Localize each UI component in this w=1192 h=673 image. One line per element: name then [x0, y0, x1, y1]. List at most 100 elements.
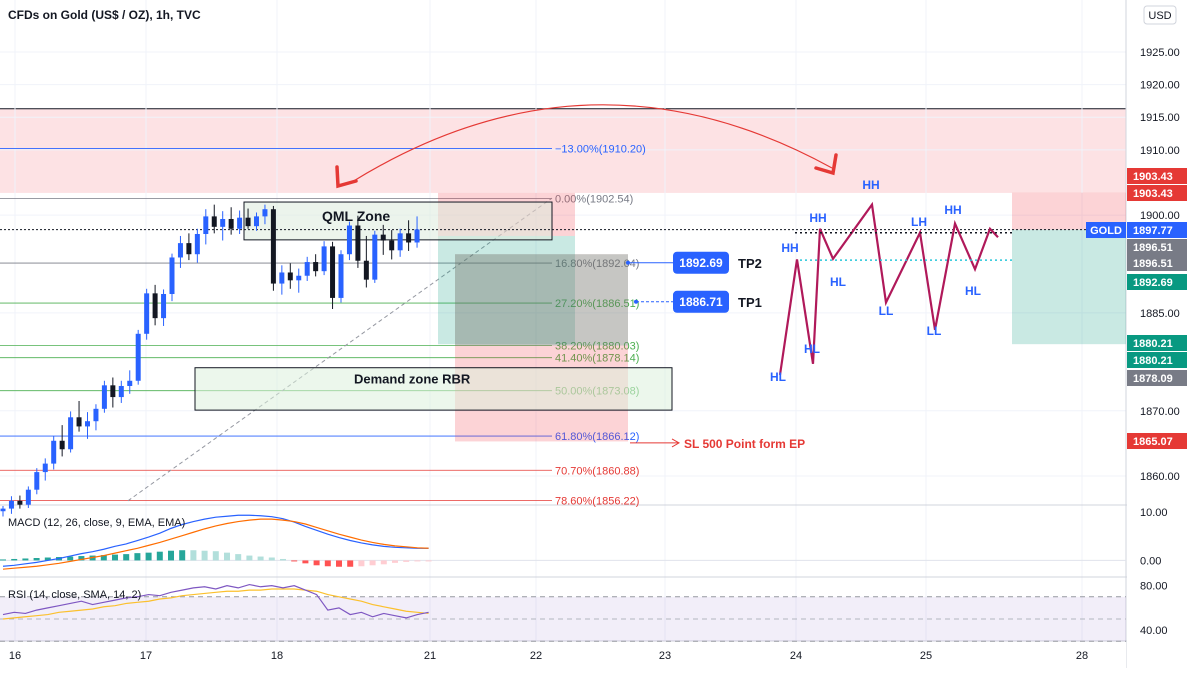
- candle-body-10: [85, 421, 90, 427]
- price-label-0: 1903.43: [1133, 171, 1173, 183]
- macd-histogram-bar-17: [190, 550, 197, 561]
- candle-body-29: [245, 217, 251, 227]
- candle-body-40: [338, 254, 344, 298]
- macd-histogram-bar-2: [22, 558, 29, 561]
- time-tick-2: 18: [271, 650, 283, 662]
- candle-body-17: [144, 293, 150, 334]
- macd-line: [2, 514, 429, 567]
- time-tick-4: 22: [530, 650, 542, 662]
- tp1-marker[interactable]: 1886.71 TP1: [673, 290, 762, 313]
- candle-body-48: [406, 233, 412, 243]
- macd-histogram-bar-26: [291, 560, 298, 562]
- macd-histogram-bar-7: [78, 556, 85, 561]
- price-tick-1: 1920.00: [1140, 80, 1180, 92]
- candle-body-39: [330, 246, 336, 298]
- candle-body-6: [51, 440, 57, 464]
- fib-label-0: −13.00%(1910.20): [555, 144, 646, 156]
- red-arrow-right-icon: [814, 153, 838, 176]
- candle-body-21: [177, 243, 183, 258]
- price-tick-6: 1870.00: [1140, 406, 1180, 418]
- price-label-8: 1880.21: [1133, 355, 1173, 367]
- currency-badge[interactable]: [1143, 5, 1177, 25]
- macd-signal-line: [2, 518, 429, 570]
- candle-body-37: [313, 262, 319, 272]
- tp2-label: TP2: [738, 256, 762, 271]
- candle-body-15: [127, 380, 133, 386]
- fib-label-3: 27.20%(1886.51): [555, 298, 639, 310]
- tp1-value: 1886.71: [679, 295, 723, 309]
- candle-body-0: [0, 508, 6, 512]
- macd-histogram-bar-28: [313, 560, 320, 566]
- tp1-label: TP1: [738, 295, 762, 310]
- rsi-label: RSI (14, close, SMA, 14, 2): [8, 589, 141, 601]
- tp1-connector-dot: [634, 299, 638, 304]
- position-1-target-zone: [438, 235, 575, 345]
- candle-body-12: [101, 385, 107, 409]
- macd-histogram-bar-13: [145, 552, 152, 561]
- fibonacci-layer: −13.00%(1910.20) 0.00%(1902.54) 16.80%(189…: [0, 144, 646, 508]
- candle-body-38: [321, 246, 327, 272]
- swing-label-7: LH: [911, 215, 927, 229]
- price-label-1: 1903.43: [1133, 188, 1173, 200]
- demand-zone-box[interactable]: [194, 367, 673, 411]
- price-label-3: 1897.77: [1133, 225, 1173, 237]
- sl-note: SL 500 Point form EP: [684, 437, 805, 451]
- price-label-4: 1896.51: [1133, 242, 1173, 254]
- macd-histogram-bar-24: [268, 557, 275, 561]
- macd-histogram-bar-19: [212, 551, 219, 561]
- fib-label-4: 38.20%(1880.03): [555, 340, 639, 352]
- price-tick-2: 1915.00: [1140, 112, 1180, 124]
- macd-histogram-bar-33: [369, 560, 376, 566]
- macd-histogram-bar-18: [201, 550, 208, 561]
- macd-histogram-bar-27: [302, 560, 309, 564]
- tp2-connector-dot: [626, 260, 630, 265]
- macd-histogram-bar-11: [123, 554, 130, 561]
- fib-label-7: 61.80%(1866.12): [555, 431, 639, 443]
- price-axis-bg: [1127, 0, 1192, 668]
- swing-label-8: LL: [927, 324, 942, 338]
- candle-body-41: [346, 225, 352, 255]
- tp1-value-box: [673, 290, 729, 313]
- candle-body-7: [59, 440, 65, 450]
- price-label-bg-8: [1127, 352, 1187, 368]
- price-label-7: 1880.21: [1133, 338, 1173, 350]
- projection-arc-arrow: [351, 104, 833, 183]
- candle-body-2: [17, 500, 23, 505]
- macd-histogram-bar-37: [414, 560, 421, 562]
- candle-body-30: [254, 216, 259, 227]
- macd-histogram-bar-3: [33, 558, 40, 561]
- price-label-9: 1878.09: [1133, 373, 1173, 385]
- symbol-tag-bg: [1086, 222, 1126, 238]
- candle-body-24: [203, 216, 209, 234]
- macd-tick-1: 0.00: [1140, 555, 1161, 567]
- drawings-layer: HL HH HL HH HL HH LL LH LL HH HL: [335, 104, 1012, 448]
- macd-histogram-bar-15: [168, 550, 174, 561]
- price-label-bg-1: [1127, 185, 1187, 201]
- macd-histogram-bar-38: [425, 560, 432, 562]
- price-label-bg-9: [1127, 370, 1187, 386]
- symbol-tag: GOLD: [1090, 225, 1122, 237]
- price-label-5: 1896.51: [1133, 258, 1173, 270]
- rsi-sma-line: [2, 588, 429, 620]
- candle-body-32: [270, 209, 276, 284]
- fib-label-5: 41.40%(1878.14): [555, 353, 639, 365]
- macd-histogram-bar-6: [67, 556, 74, 561]
- price-label-6: 1892.69: [1133, 277, 1173, 289]
- macd-histogram-bar-10: [112, 554, 118, 561]
- price-label-10: 1865.07: [1133, 436, 1173, 448]
- background-layer: [0, 108, 1126, 193]
- tp2-marker[interactable]: 1892.69 TP2: [673, 251, 762, 274]
- candle-body-8: [68, 417, 74, 450]
- price-tick-7: 1860.00: [1140, 471, 1180, 483]
- swing-label-4: HL: [830, 275, 846, 289]
- candle-body-11: [93, 408, 99, 422]
- candle-body-23: [194, 233, 200, 255]
- time-tick-1: 17: [140, 650, 152, 662]
- candles-layer: [0, 204, 420, 517]
- candle-body-16: [135, 333, 141, 381]
- macd-histogram-bar-31: [347, 560, 354, 567]
- price-label-bg-4: [1127, 239, 1187, 255]
- macd-histogram-bar-0: [0, 559, 6, 561]
- candle-body-46: [389, 240, 395, 251]
